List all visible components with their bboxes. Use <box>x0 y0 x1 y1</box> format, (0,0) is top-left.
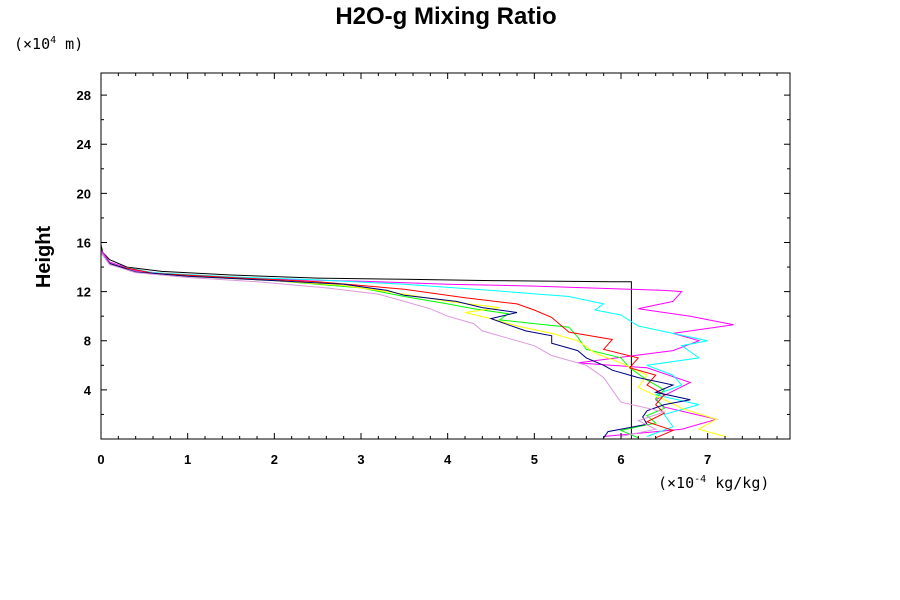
y-tick-label: 4 <box>84 383 92 398</box>
y-tick-label: 20 <box>77 186 91 201</box>
y-axis-label: Height <box>33 226 55 289</box>
y-tick-label: 12 <box>77 285 91 300</box>
series-layer <box>100 73 734 439</box>
series-line-3 <box>100 252 708 437</box>
series-line-2 <box>100 73 734 437</box>
y-tick-label: 28 <box>77 88 91 103</box>
x-tick-label: 4 <box>444 452 452 467</box>
x-tick-label: 6 <box>617 452 624 467</box>
x-unit-suffix: kg/kg) <box>706 474 769 492</box>
series-line-4 <box>100 251 666 439</box>
x-unit-exponent: -4 <box>694 474 706 485</box>
x-unit-prefix: (×10 <box>658 474 694 492</box>
series-line-6 <box>100 252 675 439</box>
chart-title: H2O-g Mixing Ratio <box>335 3 556 30</box>
x-tick-label: 1 <box>184 452 191 467</box>
series-line-8 <box>100 252 667 437</box>
y-unit-exponent: 4 <box>50 35 56 46</box>
y-unit-prefix: (×10 <box>14 35 50 53</box>
x-tick-label: 7 <box>704 452 711 467</box>
y-unit-label: (×104 m) <box>14 35 83 53</box>
x-unit-label: (×10-4 kg/kg) <box>658 474 769 492</box>
x-tick-label: 0 <box>97 452 104 467</box>
series-line-1 <box>100 244 632 439</box>
y-tick-label: 8 <box>84 334 91 349</box>
x-tick-label: 2 <box>271 452 278 467</box>
x-tick-label: 3 <box>357 452 364 467</box>
y-unit-suffix: m) <box>56 35 83 53</box>
y-tick-label: 24 <box>77 137 92 152</box>
series-line-7 <box>100 251 691 439</box>
x-tick-label: 5 <box>531 452 538 467</box>
y-tick-label: 16 <box>77 235 91 250</box>
plot-frame <box>100 72 791 440</box>
